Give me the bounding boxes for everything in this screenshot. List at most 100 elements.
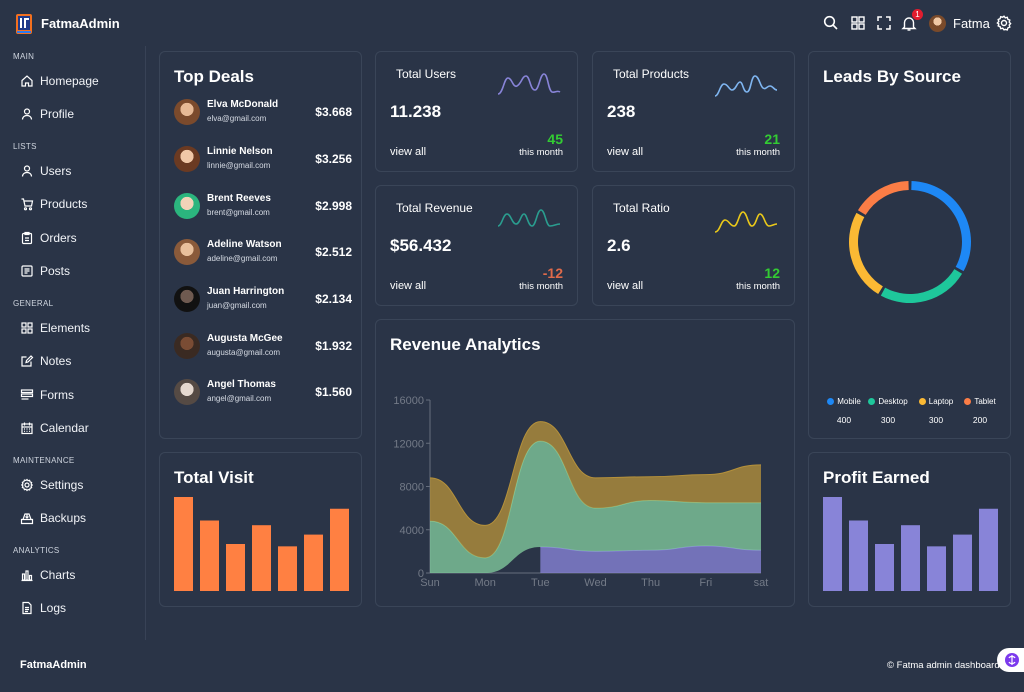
sidebar-item-orders[interactable]: Orders — [20, 228, 140, 248]
profit-earned-bar — [901, 525, 920, 591]
deal-amount: $2.512 — [315, 245, 352, 259]
profit-earned-bar — [953, 534, 972, 591]
sidebar-item-notes[interactable]: Notes — [20, 351, 140, 371]
calendar-icon — [21, 422, 33, 435]
legend-label: Desktop — [878, 397, 908, 406]
users-icon — [21, 165, 33, 177]
legend-value: 300 — [928, 415, 944, 425]
deal-row[interactable]: Brent Reeves brent@gmail.com $2.998 — [174, 191, 352, 223]
total-visit-card: Total Visit — [159, 452, 362, 607]
deal-row[interactable]: Adeline Watson adeline@gmail.com $2.512 — [174, 237, 352, 269]
deal-row[interactable]: Juan Harrington juan@gmail.com $2.134 — [174, 284, 352, 316]
stat-change: 45 — [547, 131, 563, 147]
leads-donut-chart — [849, 181, 971, 303]
stat-value: 238 — [607, 102, 636, 121]
search-icon[interactable] — [822, 14, 840, 32]
leads-by-source-card: Leads By Source Mobile 400 Desktop 300 L… — [808, 51, 1011, 439]
sidebar-item-label: Products — [40, 197, 88, 211]
deal-amount: $2.134 — [315, 292, 352, 306]
total-visit-bar — [174, 497, 193, 591]
sidebar-item-users[interactable]: Users — [20, 161, 140, 181]
profit-earned-bar — [979, 508, 998, 591]
profit-earned-card: Profit Earned — [808, 452, 1011, 607]
sidebar-section-general: GENERAL — [13, 299, 54, 308]
deal-email: augusta@gmail.com — [207, 348, 281, 357]
legend-item-desktop: Desktop 300 — [865, 397, 911, 425]
sidebar-item-label: Profile — [40, 107, 75, 121]
stat-period: this month — [736, 281, 780, 292]
sidebar-item-forms[interactable]: Forms — [20, 385, 140, 405]
sidebar-item-posts[interactable]: Posts — [20, 261, 140, 281]
sidebar-item-label: Orders — [40, 231, 77, 245]
sidebar-item-label: Backups — [40, 511, 87, 525]
sidebar-item-settings[interactable]: Settings — [20, 475, 140, 495]
grid-icon — [21, 322, 33, 334]
stat-card-total-products: Total Products 238 view all 21 this mont… — [592, 51, 795, 172]
settings-icon[interactable] — [995, 14, 1013, 32]
deal-name: Linnie Nelson — [207, 146, 273, 157]
sidebar-item-backups[interactable]: Backups — [20, 508, 140, 528]
sidebar-item-profile[interactable]: Profile — [20, 104, 140, 124]
revenue-title: Revenue Analytics — [390, 335, 541, 354]
area-series-2 — [430, 421, 761, 558]
user-name[interactable]: Fatma — [953, 16, 990, 31]
chart-icon — [21, 570, 33, 582]
sidebar-section-maintenance: MAINTENANCE — [13, 456, 75, 465]
logo-icon — [16, 14, 32, 34]
apps-icon[interactable] — [849, 14, 867, 32]
legend-item-tablet: Tablet 200 — [957, 397, 1003, 425]
deal-row[interactable]: Linnie Nelson linnie@gmail.com $3.256 — [174, 144, 352, 176]
x-tick-label: Sun — [420, 577, 440, 589]
avatar — [174, 193, 200, 219]
home-icon — [21, 75, 33, 87]
area-series-line-2 — [429, 421, 762, 526]
stat-change: 21 — [764, 131, 780, 147]
sparkline-path — [497, 209, 561, 227]
top-deals-card: Top Deals Elva McDonald elva@gmail.com $… — [159, 51, 362, 439]
sidebar-item-charts[interactable]: Charts — [20, 565, 140, 585]
view-all-link[interactable]: view all — [607, 280, 644, 292]
x-tick-label: Fri — [699, 577, 712, 589]
bell-icon[interactable] — [900, 14, 918, 32]
sparkline-path — [497, 73, 561, 95]
view-all-link[interactable]: view all — [607, 146, 644, 158]
deal-row[interactable]: Angel Thomas angel@gmail.com $1.560 — [174, 377, 352, 409]
leads-title: Leads By Source — [823, 67, 961, 86]
sidebar-item-label: Settings — [40, 478, 84, 492]
total-visit-title: Total Visit — [174, 468, 254, 487]
logs-icon — [22, 601, 32, 615]
assistant-button[interactable] — [997, 648, 1024, 672]
deal-name: Angel Thomas — [207, 379, 276, 390]
view-all-link[interactable]: view all — [390, 146, 427, 158]
stat-title: Total Users — [396, 67, 457, 81]
sidebar-item-products[interactable]: Products — [20, 194, 140, 214]
total-visit-bar — [226, 544, 245, 591]
posts-icon — [21, 265, 33, 277]
deal-email: brent@gmail.com — [207, 208, 270, 217]
x-tick-label: Thu — [641, 577, 660, 589]
x-tick-label: Mon — [474, 577, 495, 589]
deal-row[interactable]: Augusta McGee augusta@gmail.com $1.932 — [174, 331, 352, 363]
stat-title: Total Ratio — [613, 201, 670, 215]
notification-badge: 1 — [912, 9, 923, 20]
legend-item-laptop: Laptop 300 — [913, 397, 959, 425]
note-icon — [21, 355, 34, 367]
total-visit-bar — [252, 525, 271, 591]
sidebar-item-homepage[interactable]: Homepage — [20, 71, 140, 91]
sidebar-item-calendar[interactable]: Calendar — [20, 418, 140, 438]
stat-period: this month — [519, 147, 563, 158]
sidebar-item-label: Users — [40, 164, 72, 178]
donut-slice-tablet — [857, 181, 909, 215]
deal-email: angel@gmail.com — [207, 394, 272, 403]
fullscreen-icon[interactable] — [875, 14, 893, 32]
sidebar-item-logs[interactable]: Logs — [20, 598, 140, 618]
sidebar-item-elements[interactable]: Elements — [20, 318, 140, 338]
avatar — [174, 99, 200, 125]
area-series-0 — [540, 545, 761, 573]
app-title: FatmaAdmin — [41, 16, 120, 31]
user-avatar[interactable] — [929, 15, 946, 32]
profit-earned-bar — [849, 520, 868, 591]
sidebar-section-lists: LISTS — [13, 142, 37, 151]
view-all-link[interactable]: view all — [390, 280, 427, 292]
deal-row[interactable]: Elva McDonald elva@gmail.com $3.668 — [174, 97, 352, 129]
